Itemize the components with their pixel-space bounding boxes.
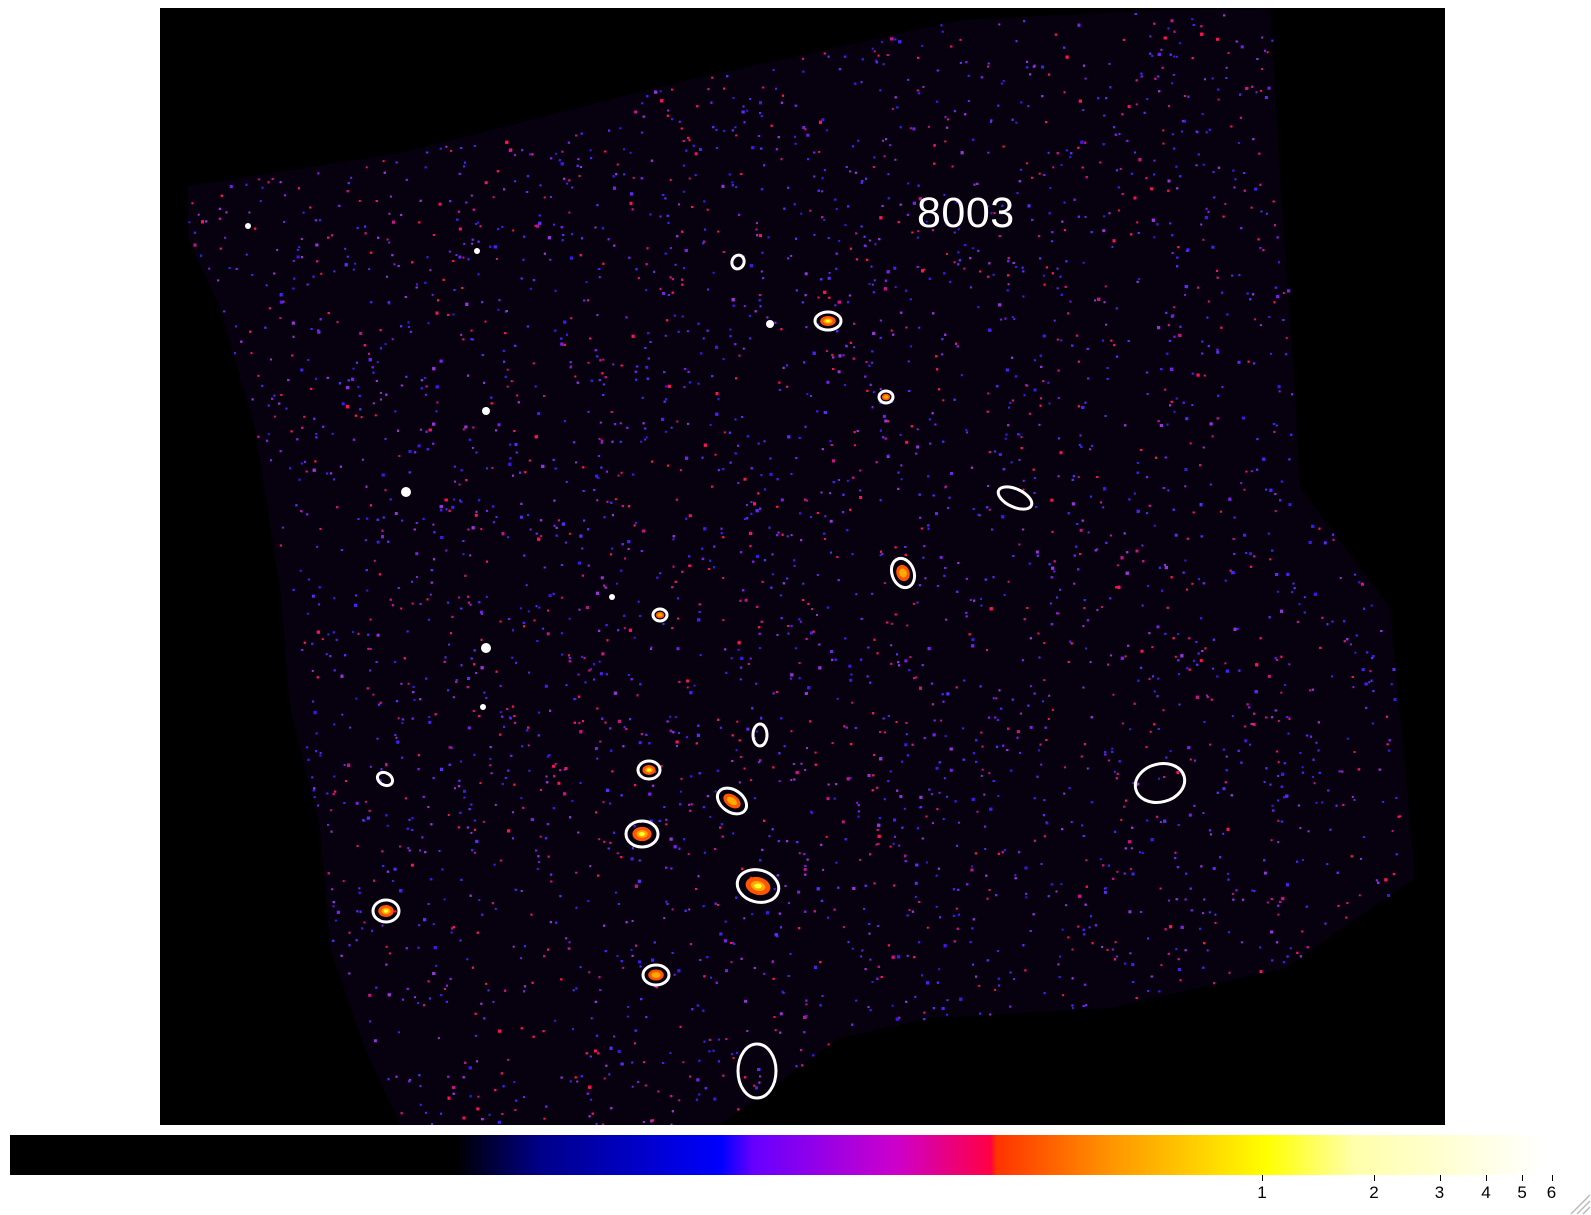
point-marker (482, 407, 490, 415)
point-marker (480, 704, 486, 710)
colorbar-tick-label: 2 (1369, 1183, 1379, 1202)
colorbar-tick-mark (1522, 1175, 1524, 1181)
colorbar[interactable] (10, 1135, 1591, 1175)
image-display-frame[interactable]: 8003 (160, 8, 1445, 1125)
source-region (736, 1042, 778, 1100)
source-region (375, 770, 395, 788)
source-region (730, 253, 746, 271)
photon-events (188, 13, 1401, 1125)
source-region (636, 759, 662, 781)
source-region (735, 868, 781, 904)
colorbar-tick-label: 4 (1481, 1183, 1491, 1202)
colorbar-tick-mark (1551, 1175, 1553, 1181)
source-region (751, 722, 769, 748)
source-region (889, 556, 917, 590)
colorbar-tick-mark (1486, 1175, 1487, 1181)
source-region (641, 963, 671, 987)
point-marker (481, 643, 491, 653)
source-region (715, 786, 749, 816)
point-marker (609, 594, 615, 600)
colorbar-tick-mark (1439, 1175, 1441, 1181)
colorbar-tick-label: 3 (1434, 1183, 1445, 1202)
point-marker (245, 223, 251, 229)
source-region (1133, 762, 1187, 804)
colorbar-tick-label: 5 (1517, 1183, 1527, 1202)
colorbar-tick-mark (1374, 1175, 1375, 1181)
colorbar-tick-label: 6 (1546, 1183, 1557, 1202)
colorbar-tick-label: 1 (1257, 1183, 1267, 1202)
colorbar-tick-mark (1262, 1175, 1263, 1181)
source-region (624, 819, 660, 849)
source-region (813, 310, 843, 332)
resize-grip-icon[interactable] (1563, 1187, 1591, 1215)
point-marker (474, 248, 480, 254)
source-region (996, 485, 1034, 511)
point-marker (401, 487, 411, 497)
source-region (651, 607, 669, 623)
source-regions (245, 223, 1187, 1100)
point-marker (766, 320, 774, 328)
source-region (371, 898, 401, 924)
xray-image[interactable] (160, 8, 1445, 1125)
source-region (877, 389, 895, 405)
field-label: 8003 (917, 189, 1015, 237)
exposure-footprint (188, 8, 1415, 1125)
